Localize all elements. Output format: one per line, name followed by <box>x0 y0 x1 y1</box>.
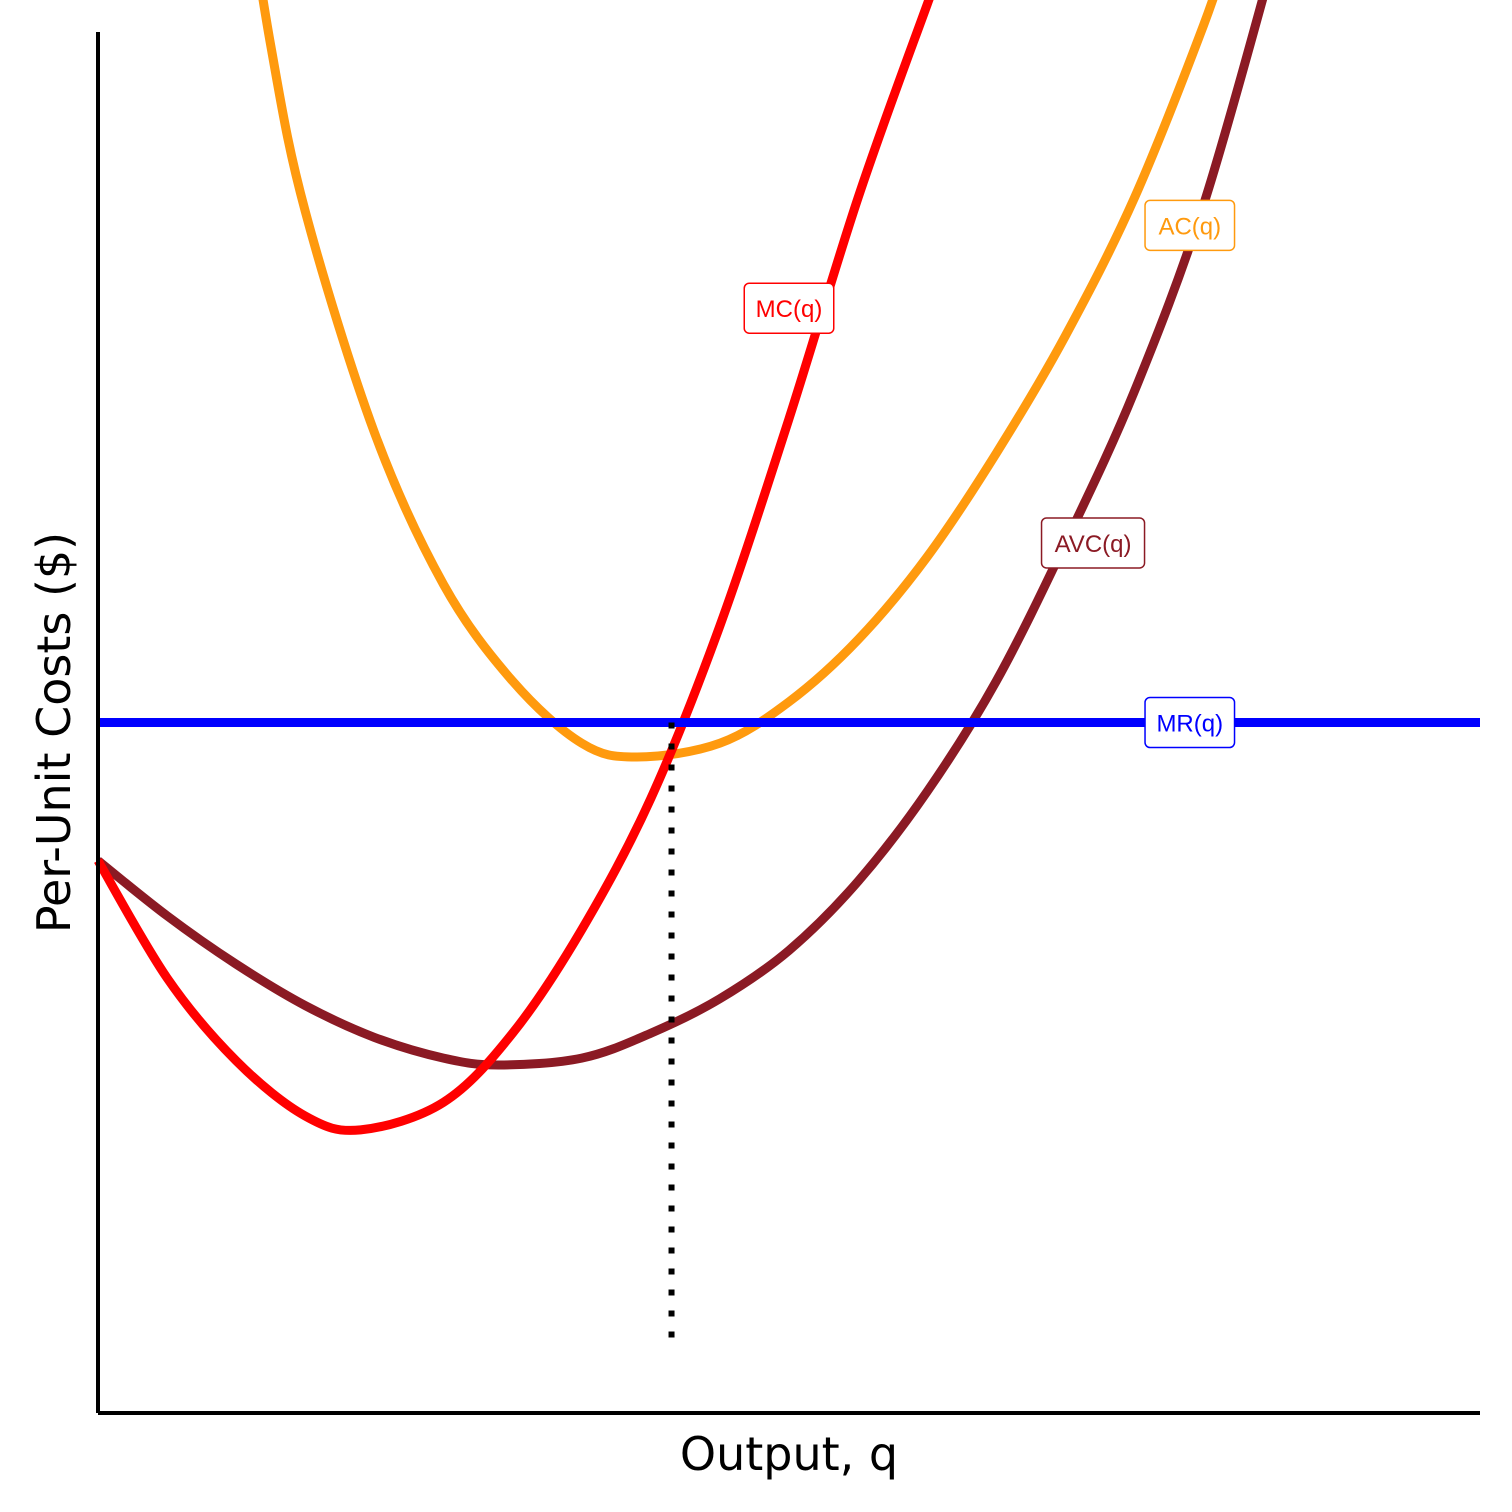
series-label-mrq: MR(q) <box>1144 696 1236 749</box>
series-line-acq <box>258 0 1218 762</box>
series-line-avcq <box>95 0 1268 1070</box>
series-label-acq: AC(q) <box>1144 199 1236 252</box>
x-axis-title: Output, q <box>680 1427 898 1481</box>
y-axis-title: Per-Unit Costs ($) <box>27 532 81 933</box>
series-label-box <box>1040 517 1146 569</box>
series-label-avcq: AVC(q) <box>1040 517 1146 569</box>
series-label-text: AVC(q) <box>1055 531 1132 558</box>
series-label-box <box>1144 696 1236 749</box>
series-line-mcq <box>94 0 934 1135</box>
series-label-mcq: MC(q) <box>743 282 835 334</box>
series-label-text: AC(q) <box>1158 213 1221 240</box>
series-label-box <box>743 282 835 334</box>
series-label-box <box>1144 199 1236 252</box>
series-label-text: MC(q) <box>756 296 823 323</box>
series-labels-layer: MC(q) AC(q) AVC(q) MR(q) <box>743 199 1236 749</box>
curves-layer <box>94 0 1480 1135</box>
series-label-text: MR(q) <box>1156 711 1223 738</box>
